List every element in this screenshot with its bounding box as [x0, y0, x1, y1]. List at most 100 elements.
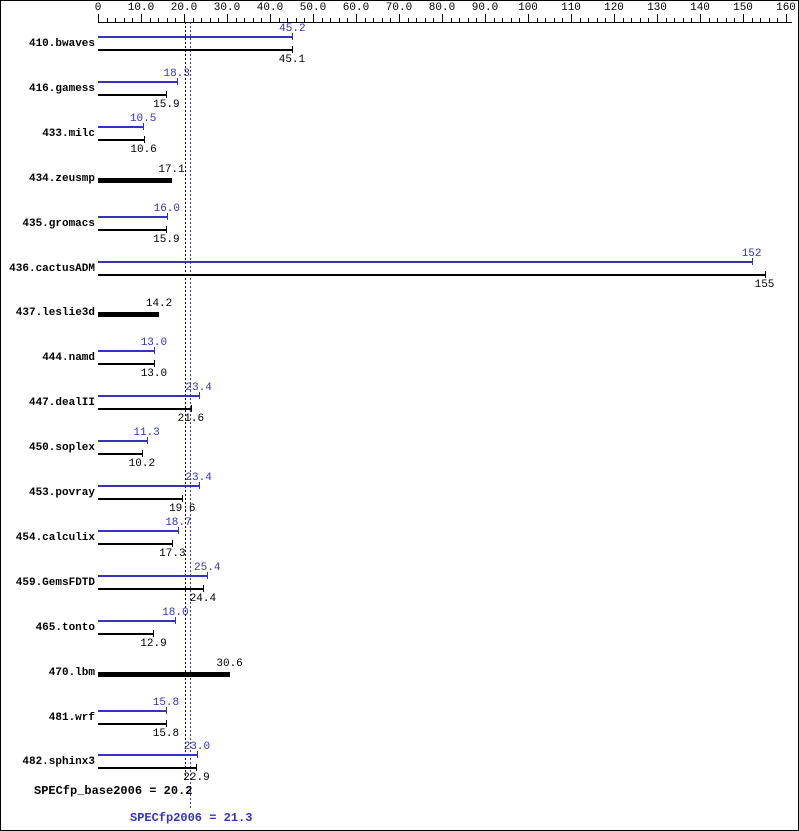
x-axis-tick: [639, 18, 641, 22]
x-axis-tick: [459, 18, 461, 22]
x-axis-tick: [141, 14, 142, 22]
benchmark-bar-base: [98, 408, 191, 411]
benchmark-bar-peak: [98, 574, 208, 577]
x-axis-tick-label: 30.0: [213, 2, 241, 14]
benchmark-bar-base: [98, 767, 197, 770]
x-axis-tick: [184, 14, 185, 22]
x-axis-tick: [218, 18, 220, 22]
x-axis-tick: [201, 18, 203, 22]
x-axis-tick: [768, 18, 770, 22]
benchmark-bar-base-value: 24.4: [189, 592, 217, 605]
benchmark-bar-base-value: 10.2: [128, 458, 156, 471]
benchmark-bar-peak: [98, 485, 199, 487]
benchmark-bar-base: [98, 542, 173, 545]
benchmark-bar-base: [98, 453, 142, 456]
benchmark-bar-peak-value: 15.8: [152, 696, 180, 709]
benchmark-bar-peak-value: 13.0: [140, 337, 168, 350]
benchmark-bar-base-end-tick: [764, 270, 766, 278]
x-axis-tick: [330, 18, 332, 22]
benchmark-bar-base-value: 22.9: [183, 772, 210, 785]
benchmark-bar-base: [98, 587, 203, 590]
benchmark-bar-peak-end-tick: [292, 33, 294, 40]
x-axis-tick: [235, 18, 237, 22]
benchmark-bar-peak-end-tick: [178, 526, 180, 534]
benchmark-bar-peak-value: 18.3: [163, 67, 190, 80]
benchmark-bar-peak: [98, 395, 199, 398]
x-axis-tick: [476, 18, 478, 22]
x-axis-tick-label: 110: [561, 2, 581, 14]
mean-base-label: SPECfp_base2006 = 20.2: [34, 784, 193, 798]
benchmark-bar-base-end-tick: [166, 225, 168, 233]
benchmark-bar-base: [98, 363, 154, 366]
x-axis-tick: [106, 18, 108, 22]
x-axis-tick: [416, 18, 418, 22]
benchmark-bar-base: [98, 49, 292, 51]
x-axis-tick: [192, 18, 194, 22]
benchmark-bar-base-end-tick: [166, 90, 168, 98]
benchmark-label: 482.sphinx3: [22, 756, 95, 769]
benchmark-bar-base: [98, 632, 154, 635]
x-axis-tick: [373, 18, 375, 22]
x-axis-tick: [614, 14, 615, 22]
x-axis-tick: [149, 18, 151, 22]
benchmark-bar-base-end-tick: [153, 360, 155, 368]
x-axis-tick: [261, 18, 263, 22]
x-axis-tick-label: 150: [733, 2, 753, 14]
x-axis-tick-label: 70.0: [385, 2, 413, 14]
mean-peak-line: [189, 22, 191, 808]
benchmark-bar-base-end-tick: [202, 584, 204, 592]
x-axis-tick: [227, 14, 228, 22]
x-axis-tick: [270, 14, 271, 22]
benchmark-bar-peak-value: 10.5: [129, 112, 157, 125]
x-axis-tick: [175, 18, 177, 22]
benchmark-bar-peak-end-tick: [198, 482, 200, 489]
benchmark-bar-base-value: 13.0: [140, 368, 168, 381]
benchmark-bar-peak: [98, 754, 197, 757]
x-axis-tick: [605, 18, 607, 22]
x-axis-tick: [700, 14, 701, 22]
benchmark-bar-peak-value: 152: [741, 247, 762, 260]
benchmark-bar-peak-end-tick: [165, 706, 167, 714]
benchmark-label: 459.GemsFDTD: [15, 576, 95, 589]
x-axis-tick: [304, 18, 306, 22]
x-axis-tick: [252, 18, 254, 22]
benchmark-bar-base: [98, 138, 144, 141]
benchmark-bar-peak: [98, 36, 293, 38]
x-axis-tick: [278, 18, 280, 22]
benchmark-bar-peak-value: 25.4: [194, 561, 221, 574]
benchmark-bar-peak-end-tick: [207, 571, 209, 579]
benchmark-bar-base: [98, 722, 166, 725]
x-axis-tick-label: 0: [94, 2, 102, 14]
benchmark-bar-base: [98, 93, 167, 96]
benchmark-label: 436.cactusADM: [9, 262, 95, 275]
x-axis-tick: [115, 18, 117, 22]
benchmark-label: 434.zeusmp: [28, 172, 95, 185]
benchmark-bar-peak-value: 23.0: [183, 741, 211, 754]
x-axis-tick-label: 100: [518, 2, 538, 14]
benchmark-label: 410.bwaves: [28, 38, 95, 50]
x-axis-tick: [562, 18, 564, 22]
x-axis-tick: [244, 18, 246, 22]
benchmark-bar-peak: [98, 260, 752, 263]
x-axis-tick-label: 140: [690, 2, 710, 14]
x-axis-tick: [399, 14, 400, 22]
x-axis-tick: [424, 18, 426, 22]
benchmark-bar-peak-value: 18.0: [162, 606, 189, 619]
x-axis-tick-label: 10.0: [127, 2, 155, 14]
benchmark-bar-base-value: 21.6: [177, 413, 205, 426]
x-axis-tick-label: 20.0: [170, 2, 198, 14]
benchmark-label: 470.lbm: [48, 666, 95, 679]
x-axis-tick: [528, 14, 529, 22]
x-axis-tick: [743, 14, 744, 22]
x-axis-tick: [751, 18, 753, 22]
x-axis-tick: [674, 18, 676, 22]
benchmark-bar-base-value: 15.9: [153, 98, 180, 111]
x-axis-tick: [321, 18, 323, 22]
x-axis-tick: [545, 18, 547, 22]
benchmark-bar-base-end-tick: [182, 495, 184, 502]
benchmark-bar-peak-end-tick: [143, 122, 145, 130]
x-axis-tick: [347, 18, 349, 22]
benchmark-label: 447.dealII: [28, 397, 95, 410]
